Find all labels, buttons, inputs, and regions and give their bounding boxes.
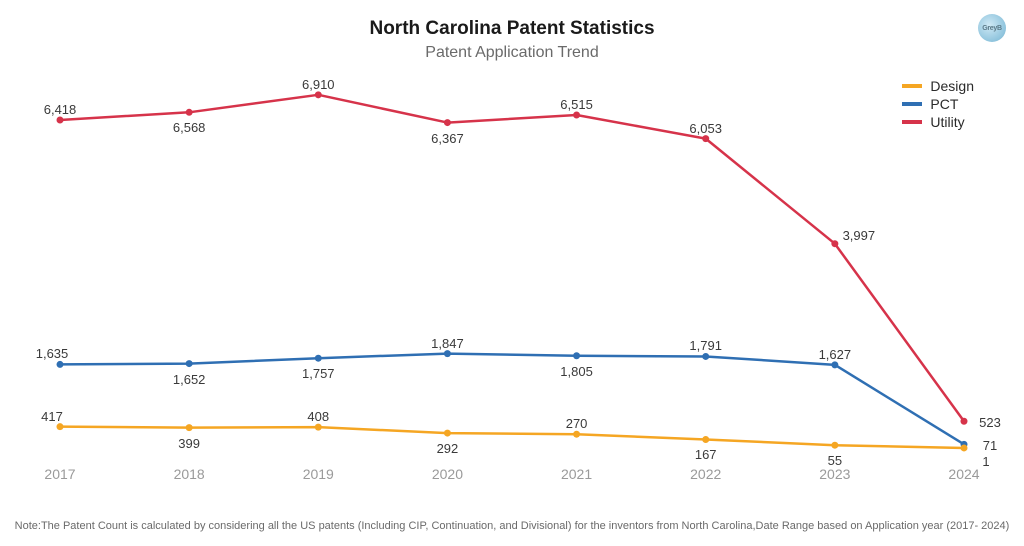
- data-label-utility: 6,418: [44, 102, 77, 117]
- legend-item-design: Design: [902, 78, 974, 94]
- data-label-design: 292: [437, 441, 459, 456]
- data-label-pct: 1,805: [560, 364, 593, 379]
- legend-label: Design: [930, 78, 974, 94]
- data-label-pct: 1,791: [689, 338, 722, 353]
- legend-swatch: [902, 84, 922, 88]
- legend-label: PCT: [930, 96, 958, 112]
- x-axis-label: 2021: [561, 466, 592, 482]
- data-label-design: 55: [828, 453, 842, 468]
- series-marker-design: [57, 423, 64, 430]
- series-marker-utility: [702, 135, 709, 142]
- data-label-pct: 1,627: [819, 347, 852, 362]
- legend-label: Utility: [930, 114, 964, 130]
- data-label-utility: 523: [979, 415, 1001, 430]
- data-label-utility: 3,997: [843, 228, 876, 243]
- series-marker-design: [573, 431, 580, 438]
- data-label-utility: 6,367: [431, 131, 464, 146]
- series-marker-pct: [702, 353, 709, 360]
- legend-swatch: [902, 102, 922, 106]
- legend-item-pct: PCT: [902, 96, 974, 112]
- series-marker-design: [961, 444, 968, 451]
- series-marker-utility: [315, 91, 322, 98]
- data-label-design: 417: [41, 409, 63, 424]
- series-marker-design: [315, 424, 322, 431]
- data-label-utility: 6,053: [689, 121, 722, 136]
- x-axis-label: 2022: [690, 466, 721, 482]
- chart-plot-area: 2017 2018 2019 2020 2021 2022 2023 2024 6,418 6,5…: [40, 70, 984, 490]
- series-marker-design: [702, 436, 709, 443]
- series-marker-design: [186, 424, 193, 431]
- x-axis-label: 2024: [948, 466, 979, 482]
- series-marker-utility: [831, 240, 838, 247]
- series-marker-utility: [57, 116, 64, 123]
- data-label-design: 270: [566, 416, 588, 431]
- series-marker-pct: [315, 355, 322, 362]
- chart-legend: Design PCT Utility: [902, 78, 974, 132]
- legend-swatch: [902, 120, 922, 124]
- data-label-design: 167: [695, 447, 717, 462]
- page-title: North Carolina Patent Statistics: [0, 18, 1024, 40]
- series-marker-pct: [57, 361, 64, 368]
- data-label-pct: 1,757: [302, 366, 335, 381]
- data-label-design: 1: [982, 454, 989, 469]
- data-label-utility: 6,568: [173, 120, 206, 135]
- series-line-pct: [60, 354, 964, 445]
- data-label-pct: 1,847: [431, 336, 464, 351]
- data-label-design: 399: [178, 436, 200, 451]
- x-axis-label: 2019: [303, 466, 334, 482]
- x-axis-label: 2023: [819, 466, 850, 482]
- series-marker-design: [831, 442, 838, 449]
- page-subtitle: Patent Application Trend: [0, 44, 1024, 62]
- series-marker-pct: [186, 360, 193, 367]
- x-axis-label: 2020: [432, 466, 463, 482]
- brand-logo: GreyB: [978, 14, 1006, 42]
- data-label-pct: 1,652: [173, 372, 206, 387]
- x-axis-label: 2017: [44, 466, 75, 482]
- data-label-pct: 71: [983, 438, 997, 453]
- series-marker-pct: [444, 350, 451, 357]
- series-marker-utility: [444, 119, 451, 126]
- data-label-pct: 1,635: [36, 346, 69, 361]
- x-axis-label: 2018: [174, 466, 205, 482]
- series-marker-pct: [573, 352, 580, 359]
- legend-item-utility: Utility: [902, 114, 974, 130]
- data-label-design: 408: [307, 409, 329, 424]
- series-marker-pct: [831, 361, 838, 368]
- data-label-utility: 6,910: [302, 77, 335, 92]
- series-marker-utility: [961, 418, 968, 425]
- data-label-utility: 6,515: [560, 97, 593, 112]
- chart-footnote: Note:The Patent Count is calculated by c…: [0, 520, 1024, 532]
- series-marker-design: [444, 430, 451, 437]
- series-marker-utility: [573, 112, 580, 119]
- series-marker-utility: [186, 109, 193, 116]
